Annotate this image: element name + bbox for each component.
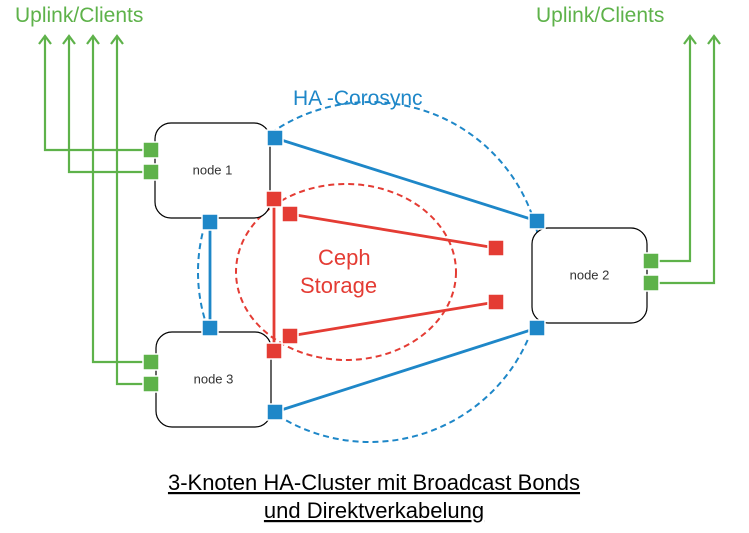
corosync-port <box>529 213 545 229</box>
uplink-arrow <box>93 38 151 362</box>
uplink-port <box>143 164 159 180</box>
ha-label: HA -Corosync <box>293 87 423 110</box>
corosync-link <box>275 138 537 221</box>
uplink-arrow <box>45 38 151 150</box>
uplink-port <box>143 376 159 392</box>
uplink-label-left: Uplink/Clients <box>15 4 143 27</box>
ceph-port <box>266 343 282 359</box>
ceph-port <box>282 328 298 344</box>
uplink-port <box>143 142 159 158</box>
caption-line-2: und Direktverkabelung <box>264 498 484 523</box>
ceph-port <box>488 294 504 310</box>
ceph-port <box>282 206 298 222</box>
ceph-link <box>290 214 496 248</box>
corosync-port <box>529 320 545 336</box>
node-label: node 1 <box>193 163 233 178</box>
ceph-label: Storage <box>300 273 377 298</box>
corosync-port <box>202 320 218 336</box>
node-label: node 2 <box>570 268 610 283</box>
corosync-link <box>275 328 537 412</box>
uplink-arrow <box>117 38 151 384</box>
corosync-port <box>267 130 283 146</box>
uplink-port <box>143 354 159 370</box>
uplink-port <box>643 275 659 291</box>
corosync-port <box>267 404 283 420</box>
uplink-arrow <box>651 38 690 261</box>
ceph-port <box>488 240 504 256</box>
corosync-port <box>202 214 218 230</box>
diagram-canvas: node 1 node 2 node 3 Uplink/Clients Uplink/C… <box>0 0 749 533</box>
ceph-label: Ceph <box>318 245 371 270</box>
ceph-link <box>290 302 496 336</box>
node-label: node 3 <box>194 372 234 387</box>
ceph-ring <box>236 184 456 360</box>
uplink-arrow <box>651 38 714 283</box>
uplink-port <box>643 253 659 269</box>
uplink-arrow <box>69 38 151 172</box>
ceph-port <box>266 191 282 207</box>
caption-line-1: 3-Knoten HA-Cluster mit Broadcast Bonds <box>168 470 580 495</box>
uplink-label-right: Uplink/Clients <box>536 4 664 27</box>
